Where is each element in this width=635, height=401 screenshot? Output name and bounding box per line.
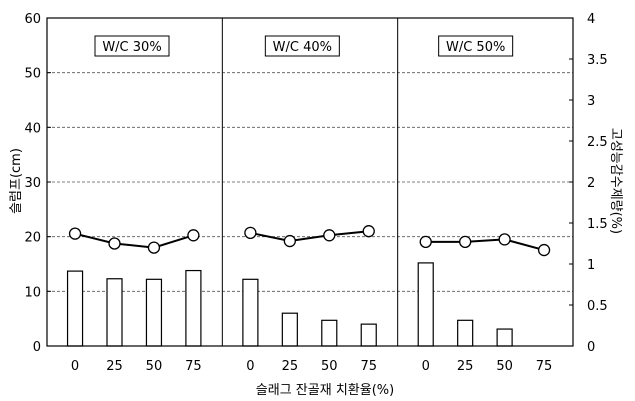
superplasticizer-lines [68, 225, 551, 257]
x-tick-label: 0 [246, 359, 254, 374]
right-tick-label: 1 [587, 258, 595, 273]
slump-bar [360, 323, 377, 347]
slump-bar [281, 312, 298, 347]
slump-bars [66, 262, 513, 347]
superplasticizer-point [147, 241, 161, 254]
superplasticizer-point [498, 233, 511, 246]
superplasticizer-point [244, 226, 257, 239]
x-tick-label: 25 [457, 359, 474, 374]
right-axis-ticks: 0 0.5 1 1.5 2 2.5 3 3.5 4 [569, 12, 608, 355]
x-tick-label: 50 [496, 359, 513, 374]
x-axis-ticks: 0 25 50 75 0 25 50 75 0 25 50 75 [71, 359, 552, 374]
superplasticizer-point [459, 235, 472, 249]
panel-label: W/C 30% [102, 40, 161, 55]
right-tick-label: 2 [587, 176, 595, 191]
superplasticizer-point [323, 229, 336, 242]
x-tick-label: 0 [71, 359, 79, 374]
x-tick-label: 0 [422, 359, 430, 374]
panel-label: W/C 40% [273, 40, 332, 55]
panel-label: W/C 50% [446, 40, 505, 55]
superplasticizer-line [425, 238, 545, 252]
right-tick-label: 4 [587, 12, 595, 27]
superplasticizer-point [419, 235, 432, 249]
right-tick-label: 3 [587, 94, 595, 109]
panel-label-box [438, 35, 514, 57]
slump-bar [496, 328, 513, 347]
x-tick-label: 75 [185, 359, 202, 374]
right-tick-label: 3.5 [587, 53, 608, 68]
panel-label-box [94, 35, 170, 57]
superplasticizer-line [74, 232, 194, 249]
superplasticizer-point [68, 227, 82, 240]
left-tick-label: 30 [24, 176, 41, 191]
left-tick-label: 20 [24, 231, 41, 246]
superplasticizer-point [283, 234, 296, 248]
x-tick-label: 75 [536, 359, 553, 374]
superplasticizer-point [108, 237, 121, 250]
left-tick-label: 60 [24, 12, 41, 27]
slump-bar [457, 319, 474, 347]
left-tick-label: 10 [24, 285, 41, 300]
superplasticizer-point [187, 229, 200, 242]
slump-bar [66, 270, 84, 347]
right-tick-label: 1.5 [587, 217, 608, 232]
grid-lines [47, 72, 573, 292]
left-tick-label: 40 [24, 121, 41, 136]
y-axis-right-label: 고성능감수제량(%) [608, 128, 623, 234]
x-tick-label: 50 [146, 359, 163, 374]
superplasticizer-point [537, 243, 551, 257]
superplasticizer-point [362, 225, 375, 238]
left-tick-label: 50 [24, 67, 41, 82]
right-tick-label: 0.5 [587, 299, 608, 314]
slump-bar [145, 278, 163, 347]
slump-bar [185, 269, 202, 347]
panel-labels: W/C 30% W/C 40% W/C 50% [94, 35, 514, 57]
slump-bar [417, 262, 434, 347]
right-tick-label: 2.5 [587, 135, 608, 150]
slump-bar [321, 319, 338, 347]
x-tick-label: 75 [360, 359, 377, 374]
right-tick-label: 0 [587, 340, 595, 355]
slump-bar [242, 278, 259, 347]
slump-bar [106, 278, 123, 347]
x-tick-label: 25 [106, 359, 123, 374]
left-tick-label: 0 [33, 340, 41, 355]
x-axis-label: 슬래그 잔골재 치환율(%) [256, 383, 394, 398]
panel-label-box [264, 35, 340, 57]
left-axis-ticks: 0 10 20 30 40 50 60 [24, 12, 51, 355]
superplasticizer-line [250, 230, 369, 243]
x-tick-label: 50 [321, 359, 338, 374]
y-axis-left-label: 슬럼프(cm) [9, 148, 24, 214]
x-tick-label: 25 [282, 359, 299, 374]
